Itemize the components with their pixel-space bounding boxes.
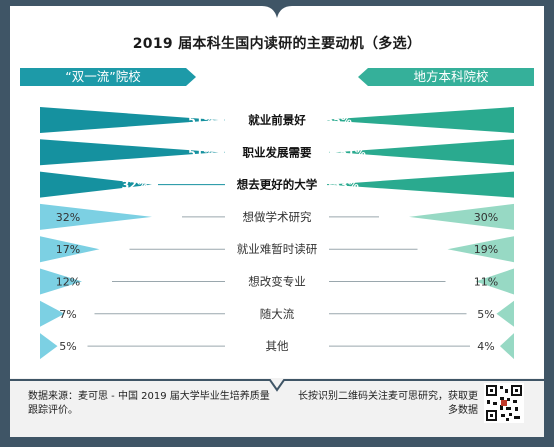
left-header-band (20, 68, 196, 86)
value-label-right-2: 53% (333, 179, 359, 192)
category-label-bg-6 (227, 304, 327, 323)
qr-code-icon[interactable] (484, 383, 524, 423)
category-label-5: 想改变专业 (248, 275, 306, 289)
category-label-6: 随大流 (260, 307, 295, 321)
left-header: “双一流”院校 (65, 69, 141, 84)
bar-right-5 (475, 268, 514, 295)
category-label-bg-5 (227, 272, 327, 291)
right-header: 地方本科院校 (413, 69, 489, 84)
category-label-bg-1 (227, 143, 327, 162)
category-label-7: 其他 (266, 339, 289, 353)
bar-right-4 (447, 236, 514, 263)
value-label-left-5: 12% (56, 276, 80, 289)
category-label-0: 就业前景好 (248, 113, 306, 127)
category-label-4: 就业难暂时读研 (237, 242, 318, 256)
bar-left-6 (40, 300, 65, 327)
right-header-band (358, 68, 534, 86)
category-label-bg-4 (227, 240, 327, 259)
category-label-bg-3 (227, 207, 327, 226)
value-label-right-3: 30% (474, 211, 498, 224)
bar-left-4 (40, 236, 100, 263)
value-label-left-1: 51% (188, 146, 214, 159)
bar-left-0 (40, 107, 219, 133)
value-label-left-2: 32% (122, 179, 148, 192)
bar-left-5 (40, 268, 82, 295)
bar-left-2 (40, 171, 152, 198)
qr-note: 长按识别二维码关注麦可思研究，获取更多数据 (298, 391, 478, 416)
value-label-right-5: 11% (474, 276, 498, 289)
category-label-bg-7 (227, 337, 327, 356)
category-label-1: 职业发展需要 (243, 145, 312, 159)
bar-left-7 (40, 333, 58, 360)
value-label-left-7: 5% (59, 340, 76, 353)
bar-right-7 (500, 333, 514, 360)
value-label-left-3: 32% (56, 211, 80, 224)
category-label-2: 想去更好的大学 (236, 178, 318, 192)
chart-title: 2019 届本科生国内读研的主要动机（多选） (132, 36, 422, 52)
bar-right-6 (496, 300, 514, 327)
value-label-right-6: 5% (477, 308, 494, 321)
bar-left-1 (40, 139, 219, 166)
value-label-right-4: 19% (474, 243, 498, 256)
bar-right-3 (409, 203, 514, 230)
bar-left-3 (40, 203, 152, 230)
value-label-right-1: 51% (340, 146, 366, 159)
bar-right-2 (328, 171, 514, 198)
bar-right-1 (335, 139, 514, 166)
bar-right-0 (321, 107, 514, 133)
category-label-3: 想做学术研究 (243, 210, 312, 224)
category-label-bg-0 (227, 111, 327, 129)
value-label-right-0: 55% (326, 114, 352, 127)
value-label-left-6: 7% (59, 308, 76, 321)
data-source-note: 数据来源：麦可思 - 中国 2019 届大学毕业生培养质量跟踪评价。 (28, 391, 270, 416)
value-label-left-4: 17% (56, 243, 80, 256)
value-label-right-7: 4% (477, 340, 494, 353)
value-label-left-0: 51% (188, 114, 214, 127)
category-label-bg-2 (227, 175, 327, 194)
